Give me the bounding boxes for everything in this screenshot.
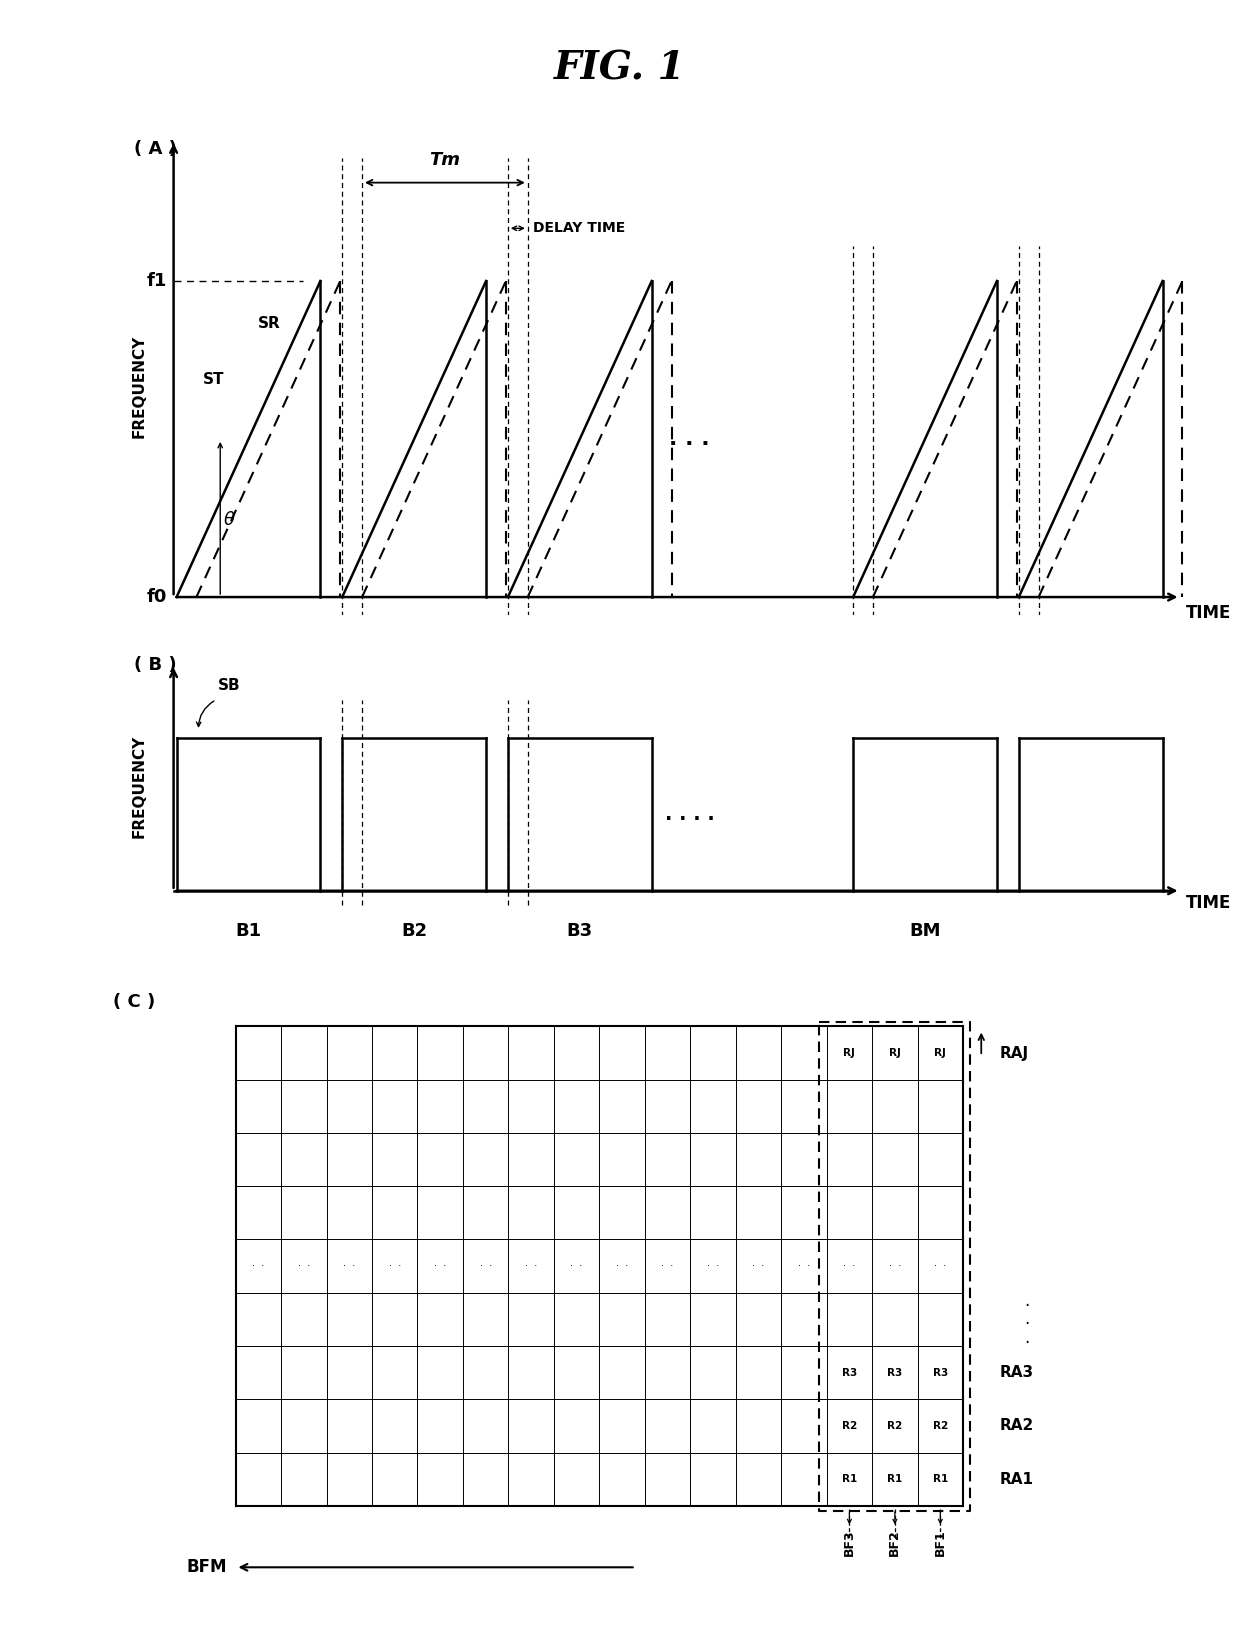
Text: B3: B3 — [567, 923, 593, 941]
Text: FREQUENCY: FREQUENCY — [131, 334, 146, 438]
Text: RA1: RA1 — [999, 1472, 1033, 1487]
Text: RJ: RJ — [935, 1047, 946, 1059]
Text: SB: SB — [218, 679, 241, 693]
Text: ·  ·: · · — [525, 1260, 537, 1272]
Text: BF1: BF1 — [934, 1529, 947, 1555]
Text: .: . — [1024, 1329, 1029, 1347]
Text: R2: R2 — [888, 1421, 903, 1431]
Text: ·  ·: · · — [343, 1260, 356, 1272]
Text: ·  ·: · · — [252, 1260, 264, 1272]
Text: RAJ: RAJ — [999, 1046, 1028, 1060]
Text: R3: R3 — [842, 1367, 857, 1378]
Text: ( B ): ( B ) — [134, 656, 176, 674]
Text: TIME: TIME — [1185, 605, 1231, 623]
Text: B2: B2 — [401, 923, 428, 941]
Text: BF2: BF2 — [888, 1529, 901, 1555]
Text: ·  ·: · · — [843, 1260, 856, 1272]
Text: ( C ): ( C ) — [113, 993, 155, 1011]
Text: BM: BM — [909, 923, 941, 941]
Text: B1: B1 — [236, 923, 262, 941]
Text: Tm: Tm — [429, 151, 460, 169]
Text: f0: f0 — [146, 588, 166, 606]
Text: RA3: RA3 — [999, 1365, 1034, 1380]
Text: ( A ): ( A ) — [134, 141, 177, 159]
Text: BF3: BF3 — [843, 1529, 856, 1555]
Text: ·  ·: · · — [298, 1260, 310, 1272]
Text: DELAY TIME: DELAY TIME — [533, 221, 625, 236]
Text: ·  ·: · · — [570, 1260, 583, 1272]
Text: θ: θ — [223, 511, 234, 529]
Text: ·  ·: · · — [889, 1260, 901, 1272]
Text: R3: R3 — [932, 1367, 947, 1378]
Text: f1: f1 — [146, 272, 166, 290]
Text: ·  ·: · · — [934, 1260, 946, 1272]
Text: R1: R1 — [932, 1473, 947, 1485]
Text: .: . — [1024, 1311, 1029, 1328]
Text: . . .: . . . — [670, 429, 709, 449]
Text: R2: R2 — [932, 1421, 947, 1431]
Text: BFM: BFM — [186, 1559, 227, 1577]
Text: ·  ·: · · — [388, 1260, 401, 1272]
Text: ·  ·: · · — [480, 1260, 492, 1272]
Text: ST: ST — [203, 372, 224, 387]
Text: FREQUENCY: FREQUENCY — [131, 734, 146, 838]
Text: RJ: RJ — [843, 1047, 856, 1059]
Text: R1: R1 — [888, 1473, 903, 1485]
Text: ·  ·: · · — [707, 1260, 719, 1272]
Text: SR: SR — [258, 316, 280, 331]
Text: RA2: RA2 — [999, 1418, 1034, 1434]
Text: R2: R2 — [842, 1421, 857, 1431]
Text: ·  ·: · · — [434, 1260, 446, 1272]
Text: R3: R3 — [888, 1367, 903, 1378]
Text: .: . — [1024, 1292, 1029, 1310]
Text: ·  ·: · · — [661, 1260, 673, 1272]
Text: . . . .: . . . . — [665, 805, 714, 824]
Text: ·  ·: · · — [616, 1260, 629, 1272]
Text: FIG. 1: FIG. 1 — [554, 49, 686, 87]
Text: R1: R1 — [842, 1473, 857, 1485]
Text: TIME: TIME — [1185, 895, 1231, 913]
Text: RJ: RJ — [889, 1047, 900, 1059]
Text: ·  ·: · · — [797, 1260, 810, 1272]
Text: ·  ·: · · — [753, 1260, 765, 1272]
